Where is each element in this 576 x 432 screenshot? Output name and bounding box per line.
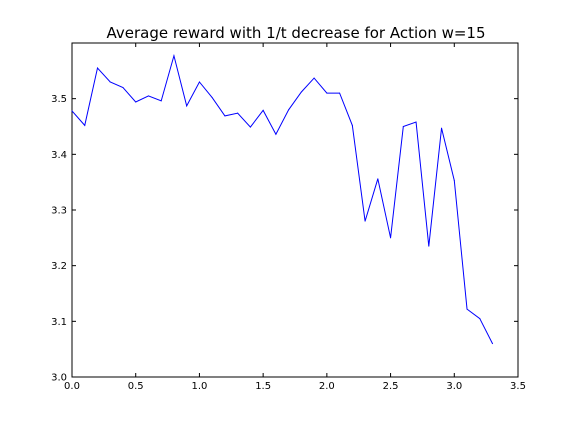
y-tick-label: 3.2 — [51, 261, 67, 272]
x-tick-label: 1.5 — [255, 381, 271, 392]
data-point — [84, 124, 86, 126]
data-point — [109, 81, 111, 83]
data-point — [441, 127, 443, 129]
x-tick-label: 2.0 — [319, 381, 335, 392]
series-line — [71, 53, 493, 344]
y-tick-label: 3.4 — [51, 150, 67, 161]
y-tick-label: 3.1 — [51, 317, 67, 328]
x-tick-label: 2.5 — [383, 381, 399, 392]
data-point — [453, 179, 455, 181]
x-tick-label: 3.0 — [446, 381, 462, 392]
data-point — [377, 178, 379, 180]
chart-title: Average reward with 1/t decrease for Act… — [106, 24, 485, 42]
data-point — [173, 55, 175, 57]
data-point — [147, 95, 149, 97]
data-point — [313, 77, 315, 79]
data-point — [402, 126, 404, 127]
data-point — [262, 109, 264, 111]
x-tick-label: 0.5 — [128, 381, 144, 392]
data-point — [300, 91, 302, 93]
data-point — [479, 318, 481, 320]
data-point — [96, 67, 98, 69]
data-point — [351, 124, 353, 126]
data-point — [288, 109, 290, 111]
data-point — [339, 92, 341, 94]
x-axis: 0.0 0.5 1.0 1.5 2.0 2.5 3.0 3.5 — [64, 43, 526, 392]
data-point — [326, 92, 328, 94]
data-point — [135, 101, 137, 103]
data-point — [390, 237, 392, 239]
data-point — [237, 112, 239, 114]
data-point — [71, 110, 73, 112]
data-point — [249, 126, 251, 128]
data-point — [198, 81, 200, 83]
data-point — [428, 245, 430, 247]
data-point — [186, 105, 188, 107]
x-tick-label: 0.0 — [64, 381, 80, 392]
data-point — [466, 308, 468, 310]
data-point — [160, 100, 162, 102]
data-point — [275, 133, 277, 135]
y-tick-label: 3.5 — [51, 94, 67, 105]
x-tick-label: 1.0 — [191, 381, 207, 392]
y-tick-label: 3.3 — [51, 206, 67, 217]
data-point — [224, 115, 226, 117]
x-tick-label: 3.5 — [510, 381, 526, 392]
data-point — [415, 121, 417, 123]
data-point — [211, 97, 213, 99]
y-tick-label: 3.0 — [51, 373, 67, 384]
series-layer — [71, 53, 494, 345]
y-axis: 3.0 3.1 3.2 3.3 3.4 3.5 — [51, 94, 518, 384]
data-point — [364, 220, 366, 222]
data-point — [492, 343, 494, 345]
plot-area-frame — [71, 42, 519, 378]
data-point — [122, 87, 124, 89]
